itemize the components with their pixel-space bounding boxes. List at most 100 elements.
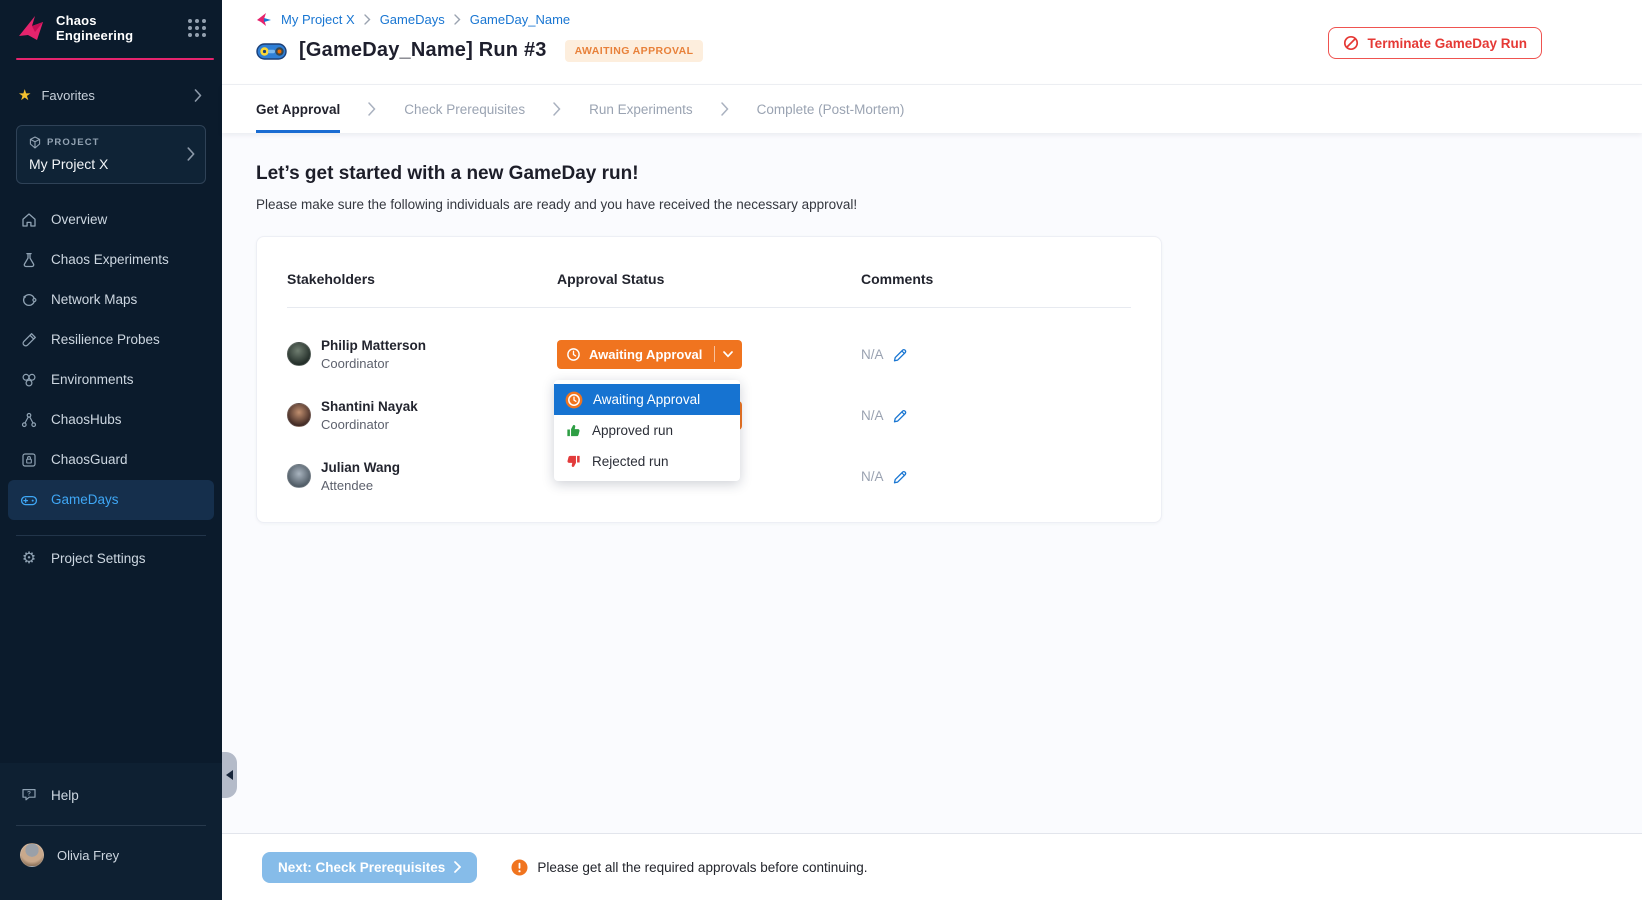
- content-area: Let’s get started with a new GameDay run…: [222, 133, 1642, 833]
- page-title: [GameDay_Name] Run #3: [299, 39, 547, 61]
- comment-value: N/A: [861, 346, 884, 362]
- section-subheading: Please make sure the following individua…: [256, 197, 858, 212]
- sidebar-item-overview[interactable]: Overview: [0, 200, 222, 240]
- breadcrumb-logo-icon: [256, 12, 272, 27]
- menu-option-approved-run[interactable]: Approved run: [554, 415, 740, 446]
- sidebar-divider: [16, 825, 206, 826]
- flask-icon: [23, 252, 35, 267]
- project-label: PROJECT: [47, 136, 100, 148]
- run-stepper: Get Approval Check Prerequisites Run Exp…: [222, 85, 1642, 133]
- section-heading: Let’s get started with a new GameDay run…: [256, 163, 639, 184]
- sidebar-item-environments[interactable]: Environments: [0, 360, 222, 400]
- terminate-gameday-button[interactable]: Terminate GameDay Run: [1328, 27, 1542, 59]
- thumbs-down-icon: [565, 453, 582, 470]
- sidebar-item-help[interactable]: ? Help: [0, 775, 222, 815]
- prohibit-icon: [1343, 35, 1359, 51]
- comment-value: N/A: [861, 407, 884, 423]
- avatar: [287, 403, 311, 427]
- sidebar: Chaos Engineering ★ Favorites PROJECT My…: [0, 0, 222, 900]
- gear-icon: ⚙: [21, 549, 37, 567]
- table-divider: [287, 307, 1131, 308]
- step-check-prerequisites[interactable]: Check Prerequisites: [404, 101, 526, 117]
- page-header: My Project X GameDays GameDay_Name [Game…: [222, 0, 1642, 85]
- brand-name: Chaos Engineering: [56, 13, 134, 44]
- next-check-prerequisites-button[interactable]: Next: Check Prerequisites: [262, 851, 478, 883]
- sidebar-item-project-settings[interactable]: ⚙ Project Settings: [21, 549, 146, 567]
- gamepad-icon: [20, 495, 38, 505]
- home-icon: [22, 213, 36, 227]
- svg-text:?: ?: [27, 791, 31, 798]
- sidebar-item-resilience-probes[interactable]: Resilience Probes: [0, 320, 222, 360]
- network-icon: [22, 293, 37, 306]
- chevron-right-icon: [454, 861, 462, 873]
- stakeholder-name: Shantini Nayak: [321, 398, 418, 414]
- chevron-left-icon: [226, 770, 233, 780]
- chevron-right-icon: [720, 102, 729, 116]
- awaiting-clock-icon: [565, 391, 583, 409]
- sidebar-item-chaos-experiments[interactable]: Chaos Experiments: [0, 240, 222, 280]
- project-selector[interactable]: PROJECT My Project X: [16, 124, 206, 184]
- thumbs-up-icon: [565, 422, 582, 439]
- footer-bar: Next: Check Prerequisites Please get all…: [222, 833, 1642, 900]
- project-name: My Project X: [29, 155, 109, 172]
- col-stakeholders: Stakeholders: [287, 271, 375, 287]
- sidebar-item-chaoshubs[interactable]: ChaosHubs: [0, 400, 222, 440]
- stakeholders-card: Stakeholders Approval Status Comments Ph…: [256, 236, 1162, 523]
- menu-option-rejected-run[interactable]: Rejected run: [554, 446, 740, 477]
- breadcrumb-link-gamedays[interactable]: GameDays: [379, 12, 445, 27]
- col-approval-status: Approval Status: [557, 271, 665, 287]
- table-row: Philip Matterson Coordinator Awaiting Ap…: [287, 334, 1131, 374]
- breadcrumb-link-gameday-name[interactable]: GameDay_Name: [469, 12, 571, 27]
- sidebar-bottom: ? Help Olivia Frey: [0, 763, 222, 900]
- probe-icon: [22, 332, 36, 347]
- stakeholder-role: Attendee: [321, 477, 374, 493]
- sidebar-item-network-maps[interactable]: Network Maps: [0, 280, 222, 320]
- brand-divider: [16, 57, 214, 60]
- brand: Chaos Engineering: [0, 0, 222, 56]
- breadcrumb: My Project X GameDays GameDay_Name: [256, 12, 1618, 27]
- edit-comment-icon[interactable]: [893, 408, 908, 423]
- sidebar-item-favorites[interactable]: ★ Favorites: [0, 78, 222, 113]
- status-badge: AWAITING APPROVAL: [564, 39, 704, 62]
- sidebar-item-chaosguard[interactable]: ChaosGuard: [0, 440, 222, 480]
- approval-warning: Please get all the required approvals be…: [511, 859, 868, 876]
- menu-option-awaiting-approval[interactable]: Awaiting Approval: [554, 384, 740, 415]
- step-run-experiments[interactable]: Run Experiments: [589, 101, 693, 117]
- hub-icon: [21, 412, 37, 427]
- breadcrumb-link-project[interactable]: My Project X: [281, 12, 355, 27]
- app-grid-icon[interactable]: [188, 19, 206, 38]
- table-header: Stakeholders Approval Status Comments: [287, 271, 1131, 287]
- stakeholder-role: Coordinator: [321, 355, 389, 371]
- table-row: Julian Wang Attendee N/A: [287, 456, 1131, 496]
- star-icon: ★: [18, 86, 32, 104]
- chevron-right-icon: [454, 14, 461, 25]
- avatar: [287, 464, 311, 488]
- help-bubble-icon: ?: [22, 789, 36, 801]
- sidebar-item-gamedays[interactable]: GameDays: [8, 479, 214, 520]
- sidebar-collapse-handle[interactable]: [222, 752, 237, 798]
- main-area: My Project X GameDays GameDay_Name [Game…: [222, 0, 1642, 900]
- avatar: [20, 843, 44, 867]
- warning-icon: [511, 859, 528, 876]
- favorites-label: Favorites: [41, 87, 95, 103]
- awaiting-clock-icon: [566, 347, 581, 362]
- approval-status-dropdown-button[interactable]: Awaiting Approval: [557, 339, 742, 369]
- chevron-right-icon: [553, 102, 561, 116]
- comment-value: N/A: [861, 468, 884, 484]
- chevron-down-icon: [723, 350, 733, 358]
- guard-icon: [22, 453, 36, 467]
- stakeholder-name: Philip Matterson: [321, 337, 427, 353]
- chevron-right-icon: [363, 14, 371, 25]
- edit-comment-icon[interactable]: [893, 347, 908, 362]
- chevron-right-icon: [187, 147, 196, 161]
- step-get-approval[interactable]: Get Approval: [256, 85, 341, 133]
- step-complete-post-mortem[interactable]: Complete (Post-Mortem): [756, 101, 905, 117]
- user-menu[interactable]: Olivia Frey: [0, 836, 222, 874]
- stakeholder-role: Coordinator: [321, 416, 389, 432]
- cube-icon: [29, 136, 41, 149]
- user-name: Olivia Frey: [57, 847, 120, 863]
- edit-comment-icon[interactable]: [893, 469, 908, 484]
- stakeholder-name: Julian Wang: [321, 459, 401, 475]
- chevron-right-icon: [193, 88, 204, 102]
